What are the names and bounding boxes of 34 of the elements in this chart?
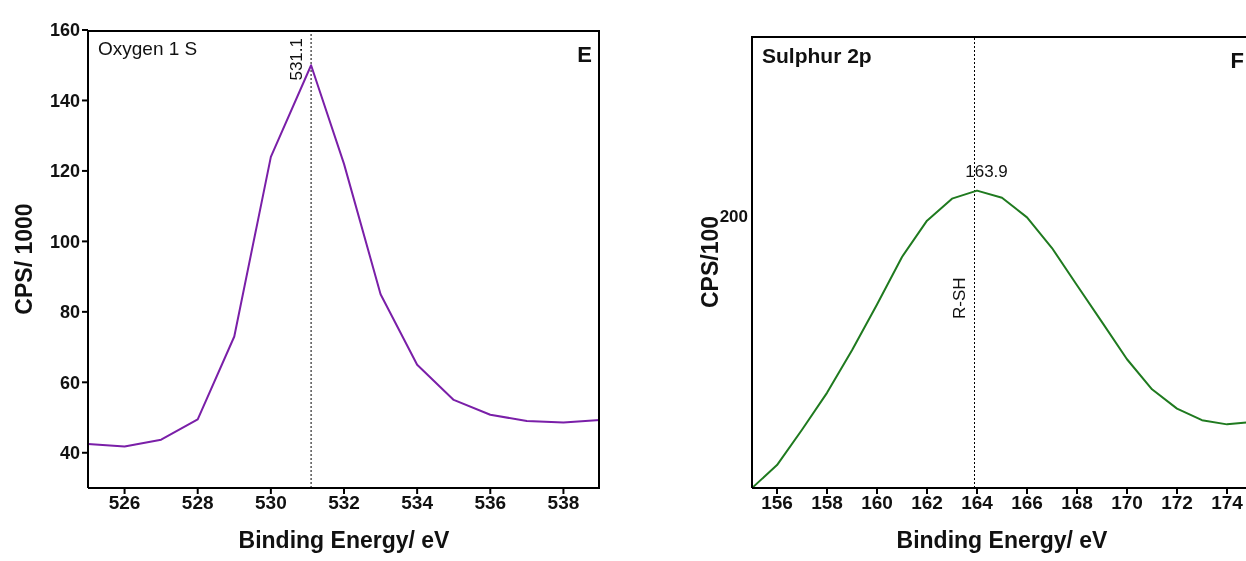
x-tick-label: 164 xyxy=(961,492,994,514)
x-tick-label: 158 xyxy=(811,492,843,514)
x-axis-title: Binding Energy/ eV xyxy=(238,527,451,553)
x-tick-label: 528 xyxy=(181,492,214,514)
chart-title: Sulphur 2p xyxy=(762,44,872,68)
x-tick-label: 168 xyxy=(1061,492,1093,514)
y-tick-label: 160 xyxy=(49,20,80,41)
x-tick-label: 534 xyxy=(401,492,434,514)
x-tick-label: 172 xyxy=(1161,492,1193,514)
y-axis-title: CPS/ 1000 xyxy=(11,203,38,315)
annotation: E xyxy=(577,42,592,68)
x-tick-label: 538 xyxy=(547,492,580,514)
y-tick-label: 60 xyxy=(59,372,80,393)
text: F xyxy=(1230,48,1244,74)
x-axis-title: Binding Energy/ eV xyxy=(896,527,1109,553)
ref-line-label: R-SH xyxy=(949,277,969,319)
y-tick-label: 80 xyxy=(59,302,80,323)
y-tick-label: 140 xyxy=(49,90,80,111)
x-tick-label: 160 xyxy=(861,492,893,514)
x-tick-label: 536 xyxy=(474,492,507,514)
x-tick-label: 530 xyxy=(255,492,287,514)
y-tick-label: 120 xyxy=(49,161,80,182)
annotation: 163.9 xyxy=(965,161,1008,181)
x-tick-label: 166 xyxy=(1011,492,1043,514)
chart-title: Oxygen 1 S xyxy=(98,38,198,60)
x-tick-label: 156 xyxy=(761,492,793,514)
x-tick-label: 174 xyxy=(1211,492,1244,514)
ref-line-label: 531.1 xyxy=(286,38,306,81)
x-tick-label: 170 xyxy=(1111,492,1143,514)
y-tick-label: 100 xyxy=(49,231,80,252)
x-tick-label: 532 xyxy=(328,492,360,514)
y-tick-label: 40 xyxy=(59,443,80,464)
x-tick-label: 526 xyxy=(108,492,141,514)
x-tick-label: 162 xyxy=(911,492,943,514)
